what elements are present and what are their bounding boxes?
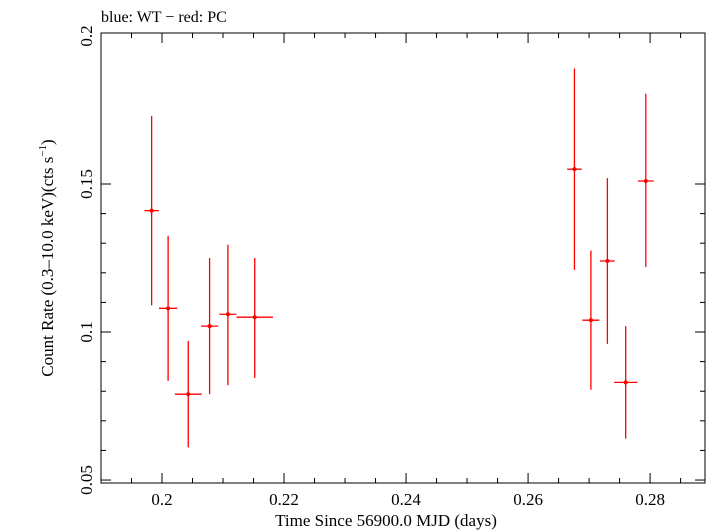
x-tick-label: 0.28 [635,490,665,509]
x-axis-title: Time Since 56900.0 MJD (days) [275,511,497,530]
data-point [174,340,202,448]
chart-title: blue: WT − red: PC [101,9,227,26]
data-point [219,244,237,386]
y-axis-title-close: ) [38,139,57,145]
data-marker [186,392,191,397]
data-point [158,235,178,381]
y-axis-title-exponent: −1 [37,145,49,157]
data-point [637,93,654,267]
data-marker [252,315,257,320]
data-marker [225,312,230,317]
data-point [614,326,638,439]
y-tick-label: 0.15 [77,169,96,199]
x-tick-label: 0.26 [513,490,543,509]
y-tick-label: 0.2 [77,25,96,46]
data-marker [207,324,212,329]
x-axis-tick-labels: 0.2 0.22 0.24 0.26 0.28 [151,490,665,509]
data-point [582,250,600,390]
data-point [201,258,219,395]
data-point [600,178,615,344]
data-marker [588,318,593,323]
data-marker [643,179,648,184]
data-marker [572,167,577,172]
data-marker [605,258,610,263]
x-tick-label: 0.2 [151,490,172,509]
data-marker [149,208,154,213]
x-tick-label: 0.24 [391,490,421,509]
y-tick-label: 0.1 [77,321,96,342]
plot-frame [100,32,706,484]
y-axis-ticks [101,183,705,481]
data-point [236,258,274,378]
data-points [144,68,654,448]
y-axis-tick-labels: 0.05 0.1 0.15 0.2 [77,25,96,495]
data-point [567,68,582,270]
y-axis-title: Count Rate (0.3–10.0 keV)(cts s−1) [37,139,57,376]
data-marker [166,306,171,311]
x-axis-ticks [100,33,682,483]
y-tick-label: 0.05 [77,465,96,495]
data-marker [623,380,628,385]
x-tick-label: 0.22 [269,490,299,509]
y-axis-title-main: Count Rate (0.3–10.0 keV)(cts s [38,157,57,377]
data-point [144,115,159,306]
